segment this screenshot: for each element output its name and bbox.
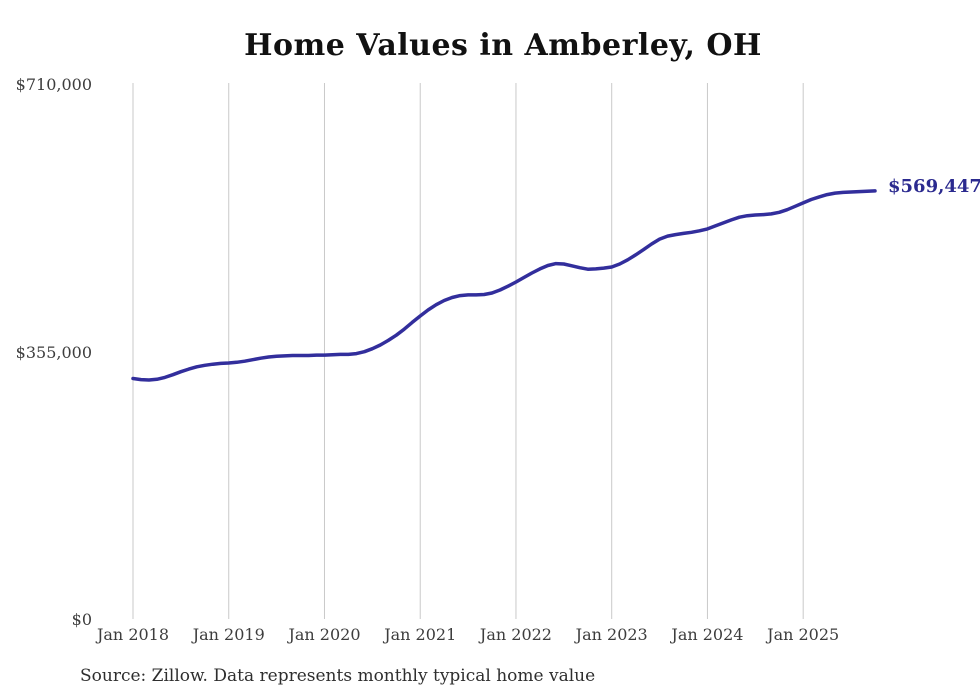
x-tick-label: Jan 2024 (671, 625, 744, 644)
x-tick-label: Jan 2021 (384, 625, 457, 644)
x-tick-label: Jan 2020 (288, 625, 361, 644)
x-tick-label: Jan 2018 (96, 625, 170, 644)
chart-title: Home Values in Amberley, OH (244, 28, 762, 63)
x-tick-label: Jan 2025 (767, 625, 840, 644)
latest-value-label: $569,447 (888, 175, 980, 197)
x-tick-label: Jan 2022 (479, 625, 552, 644)
source-note: Source: Zillow. Data represents monthly … (80, 666, 596, 686)
x-tick-label: Jan 2019 (192, 625, 265, 644)
y-tick-label: $710,000 (15, 75, 92, 94)
x-tick-label: Jan 2023 (575, 625, 648, 644)
home-value-trend-line (131, 189, 877, 382)
y-tick-label: $0 (71, 610, 92, 629)
gridlines-group (132, 83, 804, 619)
y-tick-label: $355,000 (15, 342, 92, 362)
